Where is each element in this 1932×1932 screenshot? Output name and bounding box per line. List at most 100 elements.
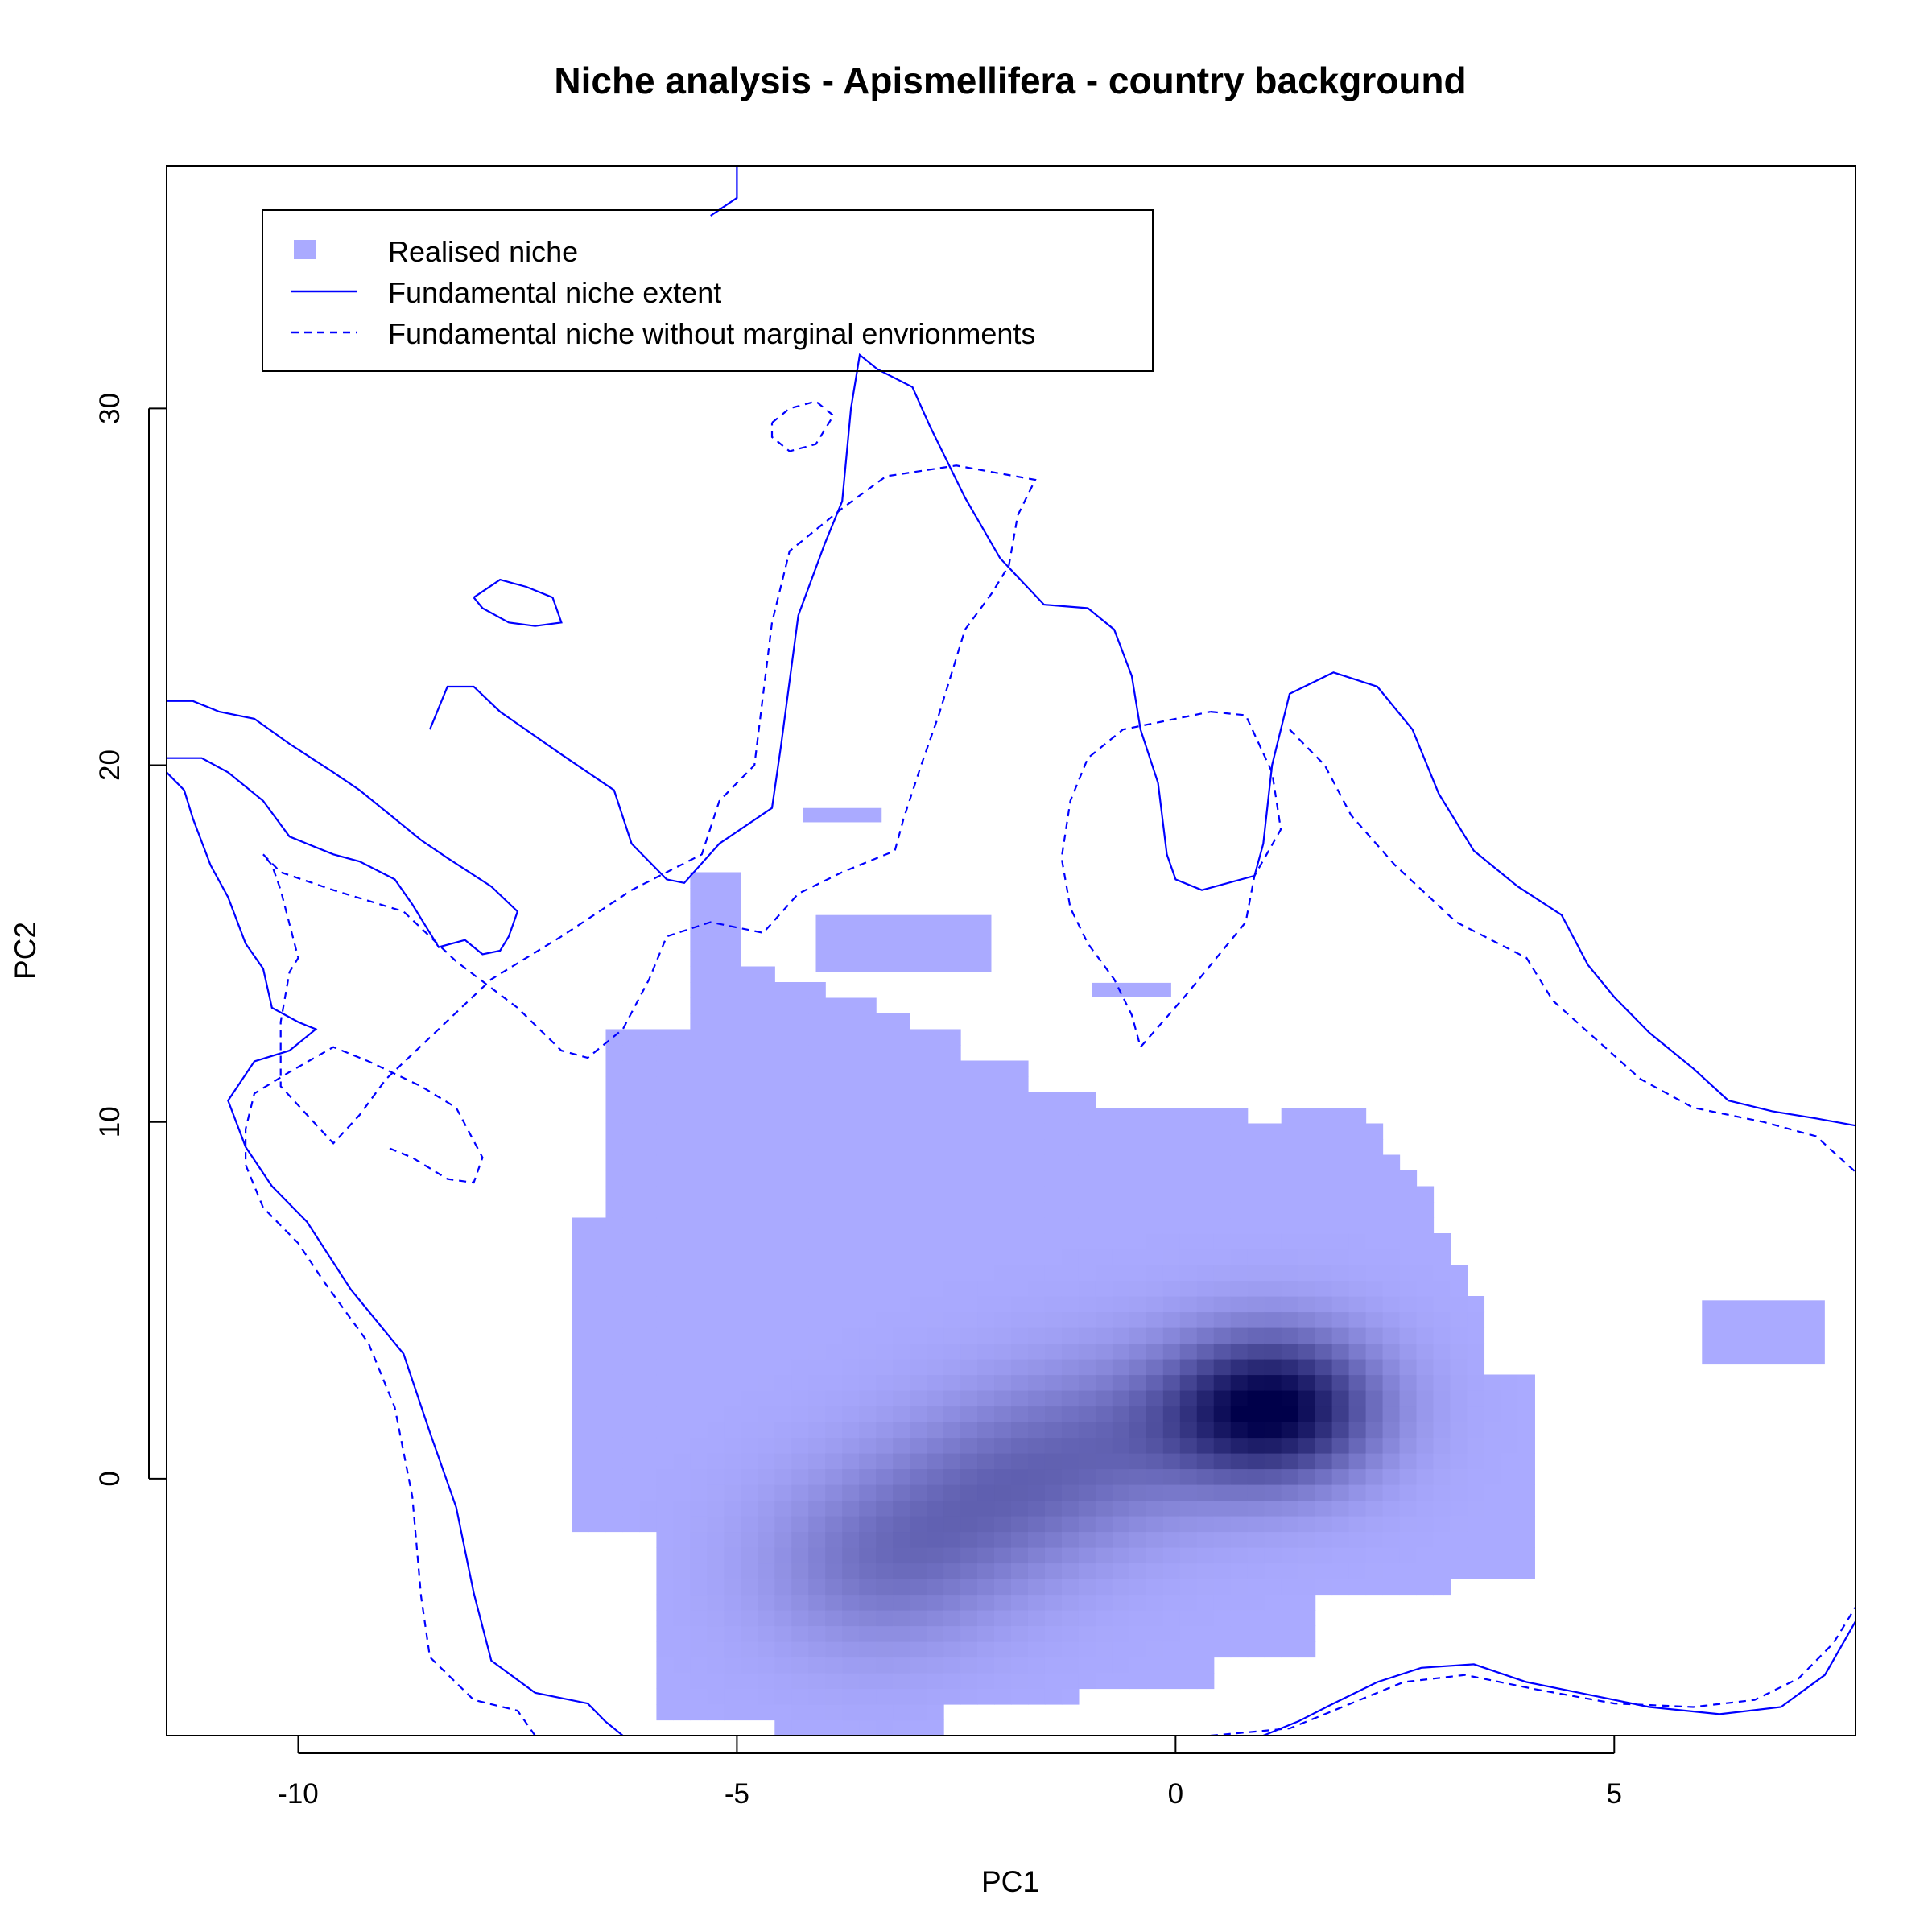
x-tick-label-1: -5 <box>724 1778 749 1810</box>
heat-cell-1229 <box>1044 1154 1063 1171</box>
heat-cell-967 <box>943 1406 961 1422</box>
heat-cell-1711 <box>1281 1594 1299 1611</box>
heat-cell-561 <box>791 1233 809 1250</box>
heat-cell-1055 <box>977 1343 995 1360</box>
heat-cell-1338 <box>1095 1249 1113 1265</box>
heat-cell-832 <box>893 1422 910 1439</box>
x-axis-title: PC1 <box>981 1865 1039 1898</box>
heat-cell-54 <box>605 1296 624 1313</box>
heat-cell-1403 <box>1129 1390 1147 1407</box>
heat-cell-1227 <box>1044 1186 1063 1203</box>
heat-cell-1061 <box>977 1249 995 1265</box>
heat-cell-1110 <box>994 1123 1012 1140</box>
heat-cell-1652 <box>1247 1453 1265 1470</box>
heat-cell-560 <box>791 1249 809 1265</box>
heat-cell-1833 <box>1331 1202 1350 1219</box>
heat-cell-457 <box>758 1343 775 1360</box>
heat-cell-566 <box>791 1154 809 1171</box>
heat-cell-599 <box>808 1390 826 1407</box>
plot-frame <box>166 165 1856 1736</box>
heat-cell-1755 <box>1298 1453 1316 1470</box>
heat-cell-1670 <box>1247 1170 1265 1187</box>
heat-cell-1141 <box>1011 1280 1029 1297</box>
heat-cell-774 <box>876 1610 894 1627</box>
heat-cell-6 <box>572 1422 590 1439</box>
heat-cell-1318 <box>1095 1563 1113 1579</box>
heat-cell-1379 <box>1112 1186 1130 1203</box>
heat-cell-491 <box>774 1579 792 1596</box>
heat-cell-1001 <box>960 1547 978 1564</box>
heat-cell-799 <box>876 1217 894 1234</box>
heat-cell-1518 <box>1179 1327 1198 1344</box>
heat-cell-685 <box>842 1531 860 1548</box>
heat-cell-1329 <box>1095 1390 1113 1407</box>
heat-cell-1048 <box>977 1453 995 1470</box>
heat-cell-166 <box>656 1233 674 1250</box>
heat-cell-458 <box>758 1327 775 1344</box>
heat-cell-1246 <box>1061 1500 1080 1517</box>
heat-cell-1678 <box>1264 1579 1282 1596</box>
heat-cell-1056 <box>977 1327 995 1344</box>
heat-cell-574 <box>791 1029 809 1046</box>
heat-cell-2035 <box>1467 1406 1485 1422</box>
heat-cell-1433 <box>1146 1500 1164 1517</box>
heat-cell-16 <box>572 1265 590 1282</box>
heat-cell-1679 <box>1264 1563 1282 1579</box>
heat-cell-1059 <box>977 1280 995 1297</box>
heat-cell-2053 <box>1484 1406 1502 1422</box>
heat-cell-1742 <box>1281 1108 1299 1125</box>
heat-cell-1910 <box>1382 1437 1401 1454</box>
heat-cell-2012 <box>1450 1453 1468 1470</box>
heat-cell-294 <box>707 1453 724 1470</box>
heat-cell-565 <box>791 1170 809 1187</box>
heat-cell-1604 <box>1213 1108 1232 1125</box>
heat-cell-1499 <box>1179 1625 1198 1642</box>
heat-cell-1635 <box>1230 1170 1249 1187</box>
heat-cell-192 <box>673 1516 691 1533</box>
heat-cell-408 <box>741 1359 758 1376</box>
heat-cell-456 <box>758 1359 775 1376</box>
heat-cell-2048 <box>1484 1484 1502 1501</box>
heat-cell-602 <box>808 1343 826 1360</box>
heat-cell-958 <box>943 1547 961 1564</box>
heat-cell-983 <box>943 1154 961 1171</box>
extent-contour-4 <box>167 771 624 1736</box>
heat-cell-1918 <box>1382 1311 1401 1328</box>
heat-cell-1846 <box>1348 1484 1367 1501</box>
heat-cell-1028 <box>960 1123 978 1140</box>
heat-cell-1389 <box>1129 1610 1147 1627</box>
heat-cell-138 <box>656 1673 674 1690</box>
heat-cell-288 <box>707 1547 724 1564</box>
heat-cell-1212 <box>1044 1422 1063 1439</box>
heat-cell-478 <box>758 1013 775 1030</box>
heat-cell-1029 <box>960 1108 978 1125</box>
core-contour-0 <box>262 464 1037 1145</box>
heat-cell-785 <box>876 1437 894 1454</box>
heat-cell-702 <box>842 1265 860 1282</box>
heat-cell-1092 <box>994 1406 1012 1422</box>
heat-cell-649 <box>825 1359 843 1376</box>
heat-cell-1335 <box>1095 1296 1113 1313</box>
heat-cell-1793 <box>1315 1343 1333 1360</box>
heat-cell-957 <box>943 1563 961 1579</box>
heat-cell-1818 <box>1331 1437 1350 1454</box>
heat-cell-1077 <box>994 1641 1012 1658</box>
heat-cell-1507 <box>1179 1500 1198 1517</box>
heat-cell-318 <box>707 1076 724 1093</box>
heat-cell-1905 <box>1382 1516 1401 1533</box>
heat-cell-1230 <box>1044 1139 1063 1156</box>
heat-cell-21 <box>588 1500 607 1517</box>
heat-cell-489 <box>774 1610 792 1627</box>
heat-cell-619 <box>808 1076 826 1093</box>
heat-cell-280 <box>707 1673 724 1690</box>
heat-cell-667 <box>825 1076 843 1093</box>
heat-cell-1119 <box>1011 1625 1029 1642</box>
heat-cell-1471 <box>1162 1484 1181 1501</box>
heat-cell-1296 <box>1078 1311 1096 1328</box>
heat-cell-1700 <box>1264 1233 1282 1250</box>
heat-cell-1704 <box>1264 1170 1282 1187</box>
heat-cell-333 <box>724 1688 741 1705</box>
heat-cell-1629 <box>1230 1265 1249 1282</box>
heat-cell-538 <box>791 1594 809 1611</box>
heat-cell-1375 <box>1112 1249 1130 1265</box>
